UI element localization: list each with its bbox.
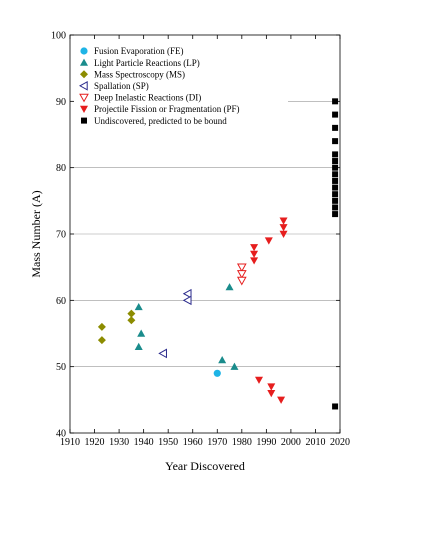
- data-marks: [97, 98, 339, 410]
- x-tick-label: 1990: [256, 437, 276, 448]
- data-point: [279, 217, 288, 225]
- data-point: [332, 138, 339, 145]
- data-point: [332, 177, 339, 184]
- data-point: [332, 211, 339, 218]
- data-point: [250, 250, 259, 258]
- data-point: [230, 362, 239, 370]
- data-point: [332, 191, 339, 198]
- legend-marker: [81, 117, 87, 124]
- data-point: [213, 369, 221, 377]
- data-point: [225, 283, 234, 291]
- data-point: [127, 316, 136, 325]
- data-point: [236, 263, 247, 273]
- data-point: [332, 164, 339, 171]
- y-tick-label: 40: [56, 429, 66, 440]
- data-point: [127, 309, 136, 318]
- data-point: [236, 270, 247, 279]
- data-point: [332, 124, 339, 131]
- data-point: [158, 348, 167, 359]
- data-point: [264, 237, 273, 245]
- data-point: [332, 111, 339, 118]
- y-axis-title: Mass Number (A): [29, 190, 43, 277]
- data-point: [332, 151, 339, 158]
- data-point: [279, 224, 288, 232]
- x-axis-title: Year Discovered: [165, 459, 245, 473]
- data-point: [182, 288, 192, 299]
- data-point: [267, 390, 276, 398]
- legend-label: Spallation (SP): [94, 81, 149, 91]
- x-tick-label: 2010: [305, 437, 325, 448]
- x-tick-label: 2020: [330, 437, 350, 448]
- legend-marker: [78, 80, 88, 91]
- data-point: [332, 158, 339, 165]
- data-point: [137, 329, 146, 337]
- data-point: [250, 244, 259, 252]
- data-point: [267, 383, 276, 391]
- x-tick-label: 1930: [109, 437, 129, 448]
- data-point: [134, 342, 143, 350]
- legend-label: Projectile Fission or Fragmentation (PF): [94, 104, 240, 114]
- data-point: [134, 302, 143, 311]
- legend-marker: [79, 93, 89, 103]
- data-point: [332, 403, 339, 410]
- legend-label: Mass Spectroscopy (MS): [94, 69, 185, 79]
- legend-marker: [80, 105, 88, 113]
- data-point: [332, 197, 339, 204]
- x-tick-label: 1960: [183, 437, 203, 448]
- y-tick-label: 60: [56, 296, 66, 307]
- x-tick-label: 1950: [158, 437, 178, 448]
- y-tick-label: 80: [56, 163, 66, 174]
- legend-marker: [80, 47, 88, 55]
- x-tick-label: 1920: [85, 437, 105, 448]
- data-point: [236, 276, 247, 286]
- legend-label: Undiscovered, predicted to be bound: [94, 116, 227, 126]
- legend-label: Deep Inelastic Reactions (DI): [94, 93, 201, 103]
- data-point: [332, 171, 339, 178]
- data-point: [97, 322, 106, 331]
- data-point: [332, 204, 339, 211]
- data-point: [218, 356, 227, 364]
- x-tick-label: 1980: [232, 437, 252, 448]
- data-point: [332, 98, 339, 105]
- data-point: [332, 184, 339, 191]
- legend-label: Fusion Evaporation (FE): [94, 46, 184, 56]
- y-tick-label: 70: [56, 230, 66, 241]
- x-tick-label: 1970: [207, 437, 227, 448]
- data-point: [255, 376, 263, 384]
- x-tick-label: 1940: [134, 437, 154, 448]
- legend-marker: [80, 58, 88, 66]
- data-point: [182, 295, 192, 306]
- y-tick-label: 90: [56, 97, 66, 108]
- legend: Fusion Evaporation (FE) Light Particle Re…: [78, 46, 240, 126]
- legend-label: Light Particle Reactions (LP): [94, 58, 200, 68]
- x-tick-label: 1910: [60, 437, 80, 448]
- legend-marker: [80, 70, 88, 79]
- y-tick-label: 50: [56, 362, 66, 373]
- data-point: [277, 396, 286, 404]
- grid: [70, 101, 340, 367]
- data-point: [97, 336, 106, 345]
- data-point: [250, 257, 259, 265]
- y-tick-label: 100: [51, 31, 66, 42]
- data-point: [279, 230, 288, 238]
- x-tick-label: 2000: [281, 437, 301, 448]
- axis-ticks: 40 50 60 70 80 90 100 1910 1920 1930 1940 1950 1960 1…: [51, 31, 350, 449]
